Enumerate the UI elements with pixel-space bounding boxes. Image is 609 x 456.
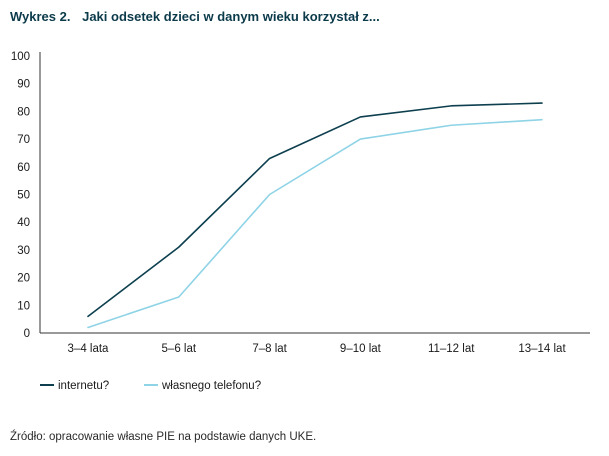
y-tick-label: 20 <box>17 273 30 285</box>
x-tick-label: 7–8 lat <box>252 343 287 355</box>
y-tick-label: 80 <box>17 106 30 118</box>
y-tick-label: 40 <box>17 217 30 229</box>
series-line-2 <box>87 118 543 329</box>
x-tick-label: 13–14 lat <box>518 343 566 355</box>
y-tick-label: 100 <box>11 51 30 63</box>
y-tick-label: 70 <box>17 134 30 146</box>
chart-series <box>87 102 543 329</box>
y-tick-label: 10 <box>17 300 30 312</box>
figure-title: Jaki odsetek dzieci w danym wieku korzys… <box>82 9 380 24</box>
x-tick-label: 5–6 lat <box>162 343 197 355</box>
x-tick-label: 11–12 lat <box>428 343 475 355</box>
legend-label: internetu? <box>58 380 109 392</box>
y-tick-label: 50 <box>17 190 30 202</box>
y-tick-label: 90 <box>17 79 30 91</box>
x-tick-label: 9–10 lat <box>340 343 382 355</box>
x-tick-label: 3–4 lata <box>68 343 110 355</box>
legend-label: własnego telefonu? <box>161 380 261 392</box>
chart-legend: internetu? własnego telefonu? <box>40 380 261 392</box>
chart-axes: 0 10 20 30 40 50 60 70 80 90 100 3–4 lata 5–6 lat 7–8… <box>11 51 590 355</box>
source-note: Źródło: opracowanie własne PIE na podsta… <box>10 431 317 443</box>
series-line-1 <box>87 102 543 318</box>
y-tick-label: 60 <box>17 162 30 174</box>
chart-title: Wykres 2. Jaki odsetek dzieci w danym wi… <box>10 9 380 24</box>
y-tick-label: 30 <box>17 245 30 257</box>
y-tick-label: 0 <box>24 328 30 340</box>
figure-number: Wykres 2. <box>10 9 71 24</box>
